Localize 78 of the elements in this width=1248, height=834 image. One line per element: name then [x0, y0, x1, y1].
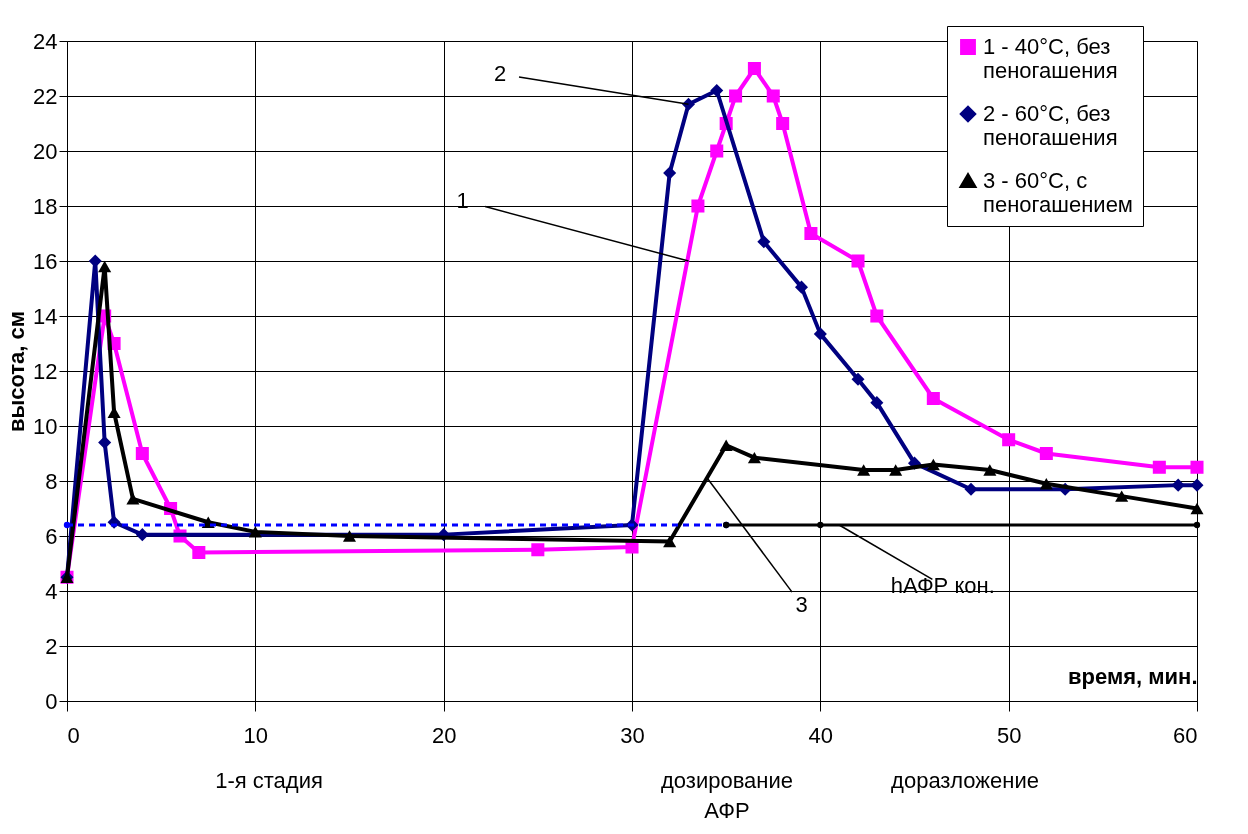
y-tick-label: 10: [33, 413, 58, 439]
point: [870, 309, 884, 323]
point: [1152, 460, 1166, 474]
annotation: 2: [494, 61, 507, 86]
point: [248, 526, 262, 538]
point: [531, 543, 545, 557]
point: [126, 493, 140, 505]
point: [817, 521, 824, 529]
point: [729, 89, 743, 103]
x-tick-label: 0: [67, 722, 80, 748]
point: [747, 451, 761, 464]
point: [192, 545, 206, 560]
point: [794, 280, 809, 294]
point: [757, 235, 771, 249]
x-tick-label: 20: [431, 722, 457, 748]
point: [710, 83, 724, 98]
y-axis-title: высота, см: [4, 310, 30, 433]
point: [851, 254, 865, 268]
point: [88, 254, 102, 268]
y-tick-label: 2: [45, 633, 58, 659]
point: [663, 166, 677, 180]
point: [135, 446, 149, 461]
point: [98, 260, 112, 273]
point: [776, 116, 790, 131]
text: дозирование АФР: [660, 768, 794, 823]
point: [1171, 478, 1185, 492]
legend-label: 2 - 60°C, без пеногашения: [983, 101, 1118, 150]
point: [964, 482, 978, 496]
point: [983, 464, 997, 476]
annotation: 3: [795, 591, 808, 617]
x-axis-title: время, мин.: [1068, 663, 1198, 689]
legend-label: 1 - 40°C, без пеногашения: [983, 34, 1118, 83]
point: [813, 327, 827, 341]
point: [1002, 433, 1016, 447]
point: [135, 528, 149, 542]
point: [98, 435, 112, 450]
point: [1190, 478, 1204, 492]
y-tick-label: 22: [33, 83, 58, 109]
point: [926, 458, 940, 471]
y-tick-label: 20: [33, 138, 58, 164]
y-tick-label: 16: [33, 248, 58, 274]
y-tick-label: 0: [45, 688, 58, 714]
point: [766, 89, 780, 103]
x-tick-label: 10: [243, 722, 269, 748]
point: [804, 226, 818, 241]
y-tick-label: 6: [45, 523, 58, 549]
point: [691, 199, 705, 213]
text: 1-я стадия: [215, 768, 323, 793]
point: [1039, 446, 1053, 461]
x-tick-label: 40: [808, 722, 834, 748]
point: [719, 439, 733, 451]
point: [1190, 460, 1204, 474]
y-tick-label: 8: [45, 468, 58, 494]
text: доразложение: [891, 768, 1039, 793]
point: [870, 396, 884, 410]
x-tick-label: 50: [996, 722, 1022, 748]
y-tick-label: 18: [33, 193, 58, 219]
x-tick-label: 30: [620, 722, 645, 748]
point: [1039, 478, 1053, 490]
point: [107, 406, 121, 418]
y-tick-label: 24: [33, 28, 58, 54]
point: [663, 535, 677, 548]
point: [851, 372, 865, 386]
point: [63, 521, 71, 529]
point: [747, 61, 761, 76]
point: [857, 464, 871, 476]
point: [342, 530, 357, 542]
x-tick-label: 60: [1173, 722, 1198, 748]
y-tick-label: 4: [45, 578, 58, 604]
point: [1115, 490, 1129, 502]
point: [926, 391, 940, 406]
point: [889, 464, 903, 476]
legend-label: 3 - 60°C, с пеногашением: [983, 168, 1133, 217]
point: [1193, 521, 1201, 529]
y-tick-label: 14: [33, 303, 58, 329]
point: [1190, 502, 1204, 515]
point: [710, 144, 724, 158]
y-tick-label: 12: [33, 358, 58, 384]
